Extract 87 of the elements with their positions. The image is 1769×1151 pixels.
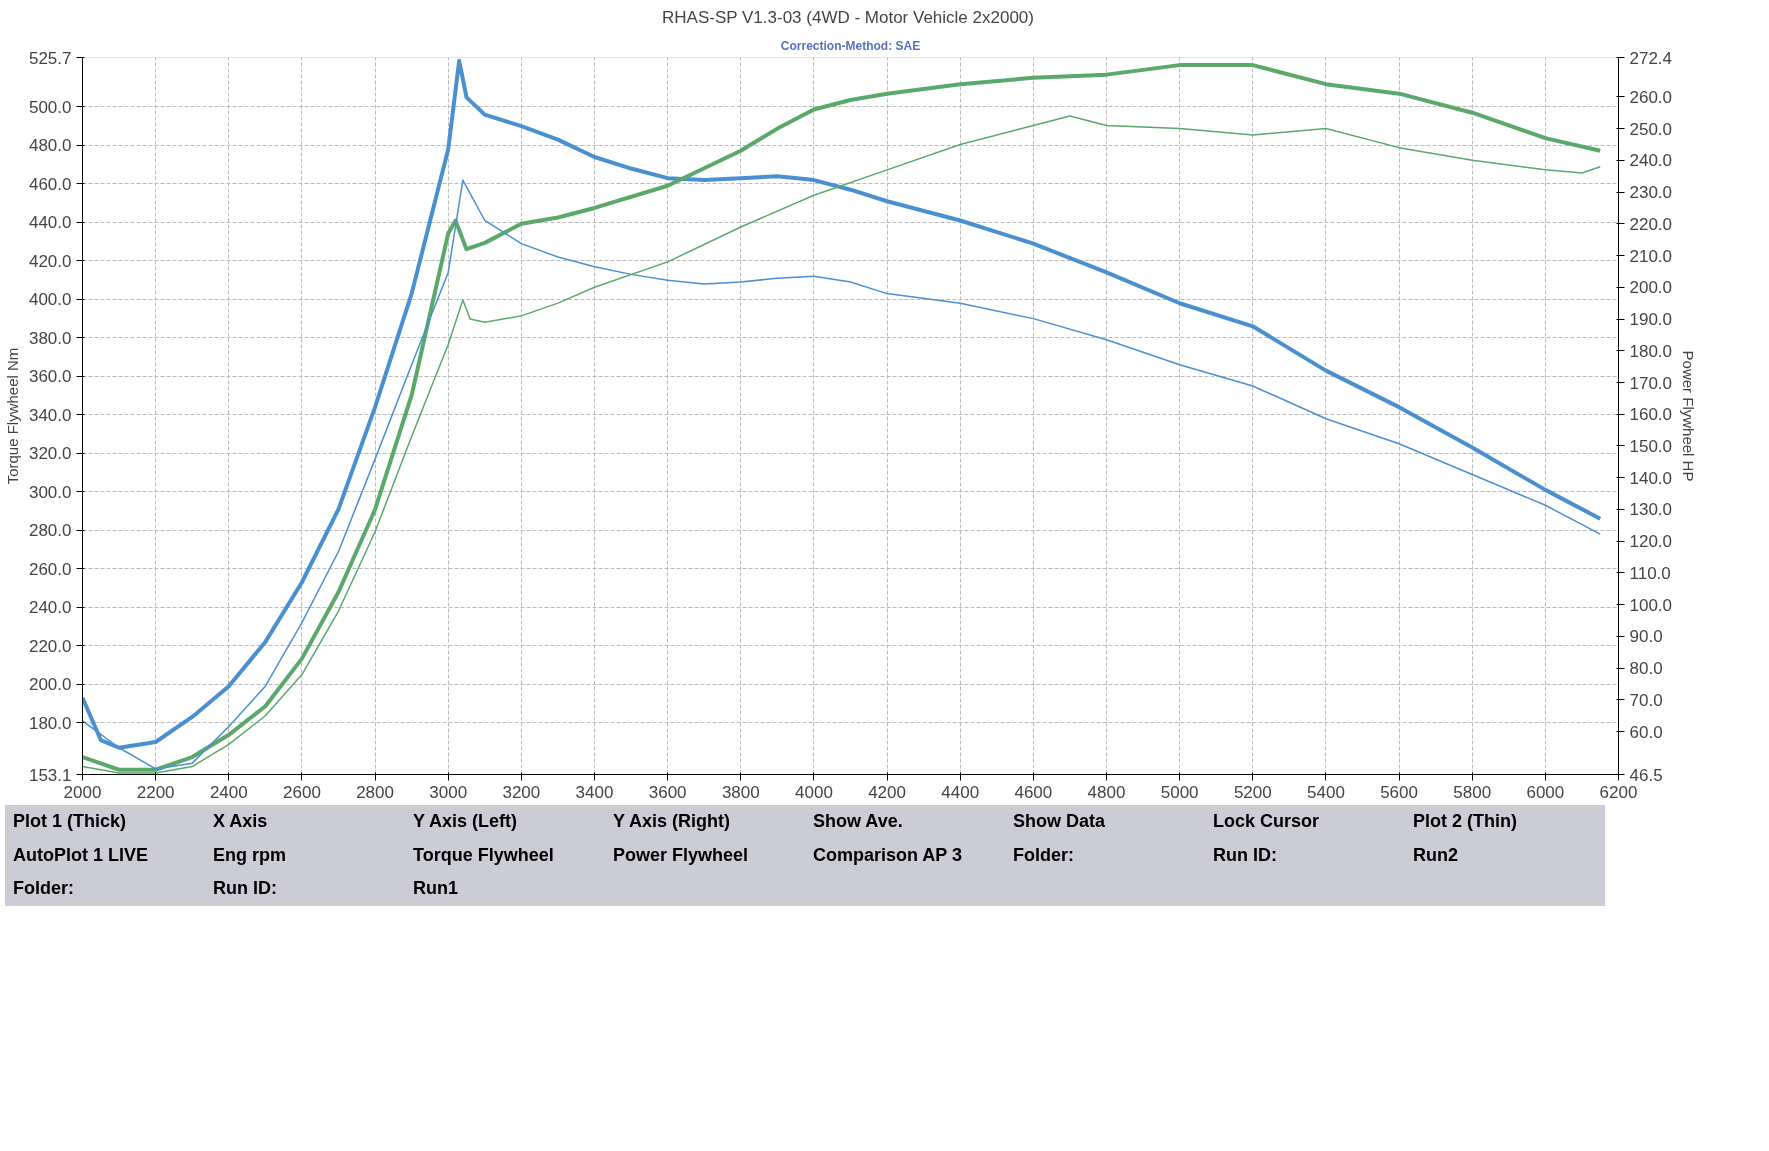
y2-tick-label: 180.0 (1629, 341, 1673, 361)
y-tick-label: 420.0 (28, 251, 72, 271)
y2-tick-label: 190.0 (1629, 310, 1673, 330)
x-tick-label: 2800 (356, 782, 394, 802)
text: AutoPlot 1 LIVE (12, 843, 149, 867)
y2-tick-label: 100.0 (1629, 595, 1673, 615)
x-tick-label: 2600 (283, 782, 321, 802)
y2-axis-title: Power Flywheel HP (1680, 350, 1698, 482)
y-tick-label: 180.0 (28, 713, 72, 733)
y-tick-label: 340.0 (28, 405, 72, 425)
text: Power Flywheel (612, 843, 750, 867)
y-tick-label: 360.0 (28, 367, 72, 387)
y-tick-label: 500.0 (28, 97, 72, 117)
y-tick-label: 525.7 (28, 48, 72, 68)
x-tick-label: 5600 (1380, 782, 1418, 802)
y2-tick-label: 46.5 (1629, 765, 1663, 785)
y2-tick-label: 260.0 (1629, 87, 1673, 107)
x-tick-label: 6000 (1526, 782, 1565, 802)
y2-tick-label: 60.0 (1629, 722, 1663, 742)
y2-tick-label: 250.0 (1629, 119, 1673, 139)
y-tick-label: 400.0 (28, 290, 72, 310)
y2-tick-label: 210.0 (1629, 246, 1673, 266)
text: Plot 2 (Thin) (1412, 810, 1518, 833)
x-tick-label: 3800 (721, 782, 760, 802)
text: Run ID: (1212, 843, 1278, 867)
text: Run2 (1412, 843, 1459, 867)
x-tick-label: 3200 (502, 782, 541, 802)
text: Show Ave. (812, 810, 904, 833)
y2-tick-label: 90.0 (1629, 627, 1663, 647)
text: Torque Flywheel (412, 843, 555, 867)
y-tick-label: 240.0 (28, 598, 72, 618)
text: Run1 (412, 877, 459, 901)
y2-tick-label: 160.0 (1629, 405, 1673, 425)
x-tick-label: 2400 (209, 782, 248, 802)
chart-subtitle: Correction-Method: SAE (780, 38, 921, 53)
y-tick-label: 200.0 (28, 675, 72, 695)
x-tick-label: 2200 (136, 782, 175, 802)
x-tick-label: 5800 (1453, 782, 1492, 802)
x-tick-label: 2000 (63, 782, 102, 802)
y-tick-label: 480.0 (28, 136, 72, 156)
y2-tick-label: 230.0 (1629, 183, 1673, 203)
chart-title: RHAS-SP V1.3-03 (4WD - Motor Vehicle 2x2000) (662, 7, 1034, 27)
x-tick-label: 5200 (1233, 782, 1272, 802)
text: Folder: (12, 877, 75, 901)
y2-tick-label: 120.0 (1629, 532, 1673, 552)
x-tick-label: 4200 (868, 782, 906, 802)
text: Eng rpm (212, 843, 287, 867)
x-tick-label: 4600 (1014, 782, 1053, 802)
y-tick-label: 380.0 (28, 328, 72, 348)
text: Show Data (1012, 810, 1106, 833)
x-tick-label: 3600 (648, 782, 687, 802)
x-tick-label: 4800 (1087, 782, 1126, 802)
y2-tick-label: 110.0 (1629, 563, 1671, 583)
y2-tick-label: 140.0 (1629, 468, 1673, 488)
y2-tick-label: 80.0 (1629, 659, 1663, 679)
x-tick-label: 4000 (795, 782, 833, 802)
text: Y Axis (Right) (612, 810, 731, 833)
y2-tick-label: 200.0 (1629, 278, 1673, 298)
text: Folder: (1012, 843, 1075, 867)
y2-tick-label: 130.0 (1629, 500, 1673, 520)
x-tick-label: 6200 (1599, 782, 1638, 802)
x-tick-label: 3400 (575, 782, 614, 802)
y-tick-label: 260.0 (28, 559, 72, 579)
text: X Axis (212, 810, 269, 833)
y-tick-label: 153.1 (28, 765, 72, 785)
x-tick-label: 4400 (941, 782, 980, 802)
text: Lock Cursor (1212, 810, 1321, 833)
x-tick-label: 5000 (1160, 782, 1199, 802)
text: Run ID: (212, 877, 278, 901)
y2-tick-label: 220.0 (1629, 214, 1673, 234)
x-tick-label: 5400 (1307, 782, 1345, 802)
y2-tick-label: 150.0 (1629, 436, 1673, 456)
y2-tick-label: 170.0 (1629, 373, 1673, 393)
y2-tick-label: 272.4 (1629, 48, 1673, 68)
y-tick-label: 440.0 (28, 213, 72, 233)
text: Comparison AP 3 (812, 843, 964, 867)
y-tick-label: 220.0 (28, 636, 72, 656)
text: Y Axis (Left) (412, 810, 519, 833)
y2-tick-label: 240.0 (1629, 151, 1673, 171)
y-tick-label: 280.0 (28, 521, 72, 541)
y-tick-label: 300.0 (28, 482, 72, 502)
x-tick-label: 3000 (429, 782, 468, 802)
y-axis-title: Torque Flywheel Nm (3, 347, 21, 485)
y-tick-label: 460.0 (28, 174, 72, 194)
text: Plot 1 (Thick) (12, 810, 127, 833)
y-tick-label: 320.0 (28, 444, 72, 464)
y2-tick-label: 70.0 (1629, 690, 1663, 710)
